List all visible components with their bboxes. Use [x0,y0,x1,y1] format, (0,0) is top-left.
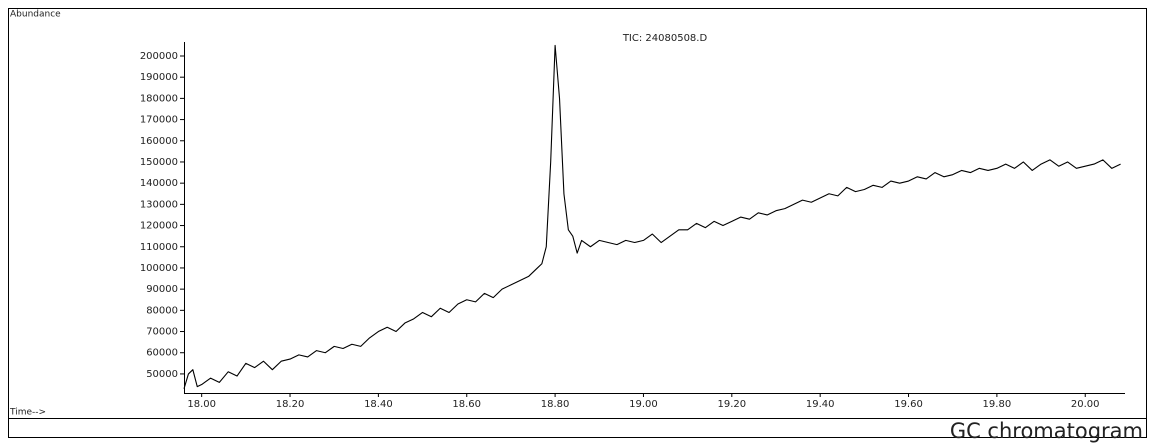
y-tick-label: 120000 [140,221,178,232]
y-tick-label: 80000 [146,305,178,316]
y-tick-label: 90000 [146,284,178,295]
x-tick-label: 19.00 [629,399,658,410]
y-tick-label: 130000 [140,199,178,210]
y-tick-label: 100000 [140,263,178,274]
x-tick-label: 18.00 [187,399,216,410]
x-tick-label: 18.20 [276,399,305,410]
x-tick-label: 20.00 [1071,399,1100,410]
y-tick-label: 70000 [146,327,178,338]
caption: GC chromatogram [950,419,1143,443]
chart-title: TIC: 24080508.D [622,33,708,44]
x-tick-label: 19.80 [983,399,1012,410]
y-axis-label: Abundance [10,10,61,20]
x-tick-label: 19.40 [806,399,835,410]
y-tick-label: 110000 [140,242,178,253]
y-tick-label: 140000 [140,178,178,189]
x-tick-label: 19.20 [717,399,746,410]
x-tick-label: 18.80 [541,399,570,410]
frame [8,8,1147,438]
x-tick-label: 18.60 [452,399,481,410]
y-tick-label: 180000 [140,93,178,104]
y-tick-label: 50000 [146,369,178,380]
y-tick-label: 150000 [140,157,178,168]
y-tick-label: 200000 [140,51,178,62]
y-tick-label: 190000 [140,72,178,83]
y-tick-label: 160000 [140,136,178,147]
y-tick-label: 60000 [146,348,178,359]
x-tick-label: 19.60 [894,399,923,410]
x-axis-label: Time--> [9,408,46,418]
x-tick-label: 18.40 [364,399,393,410]
y-tick-label: 170000 [140,115,178,126]
chromatogram-line [183,44,1121,389]
